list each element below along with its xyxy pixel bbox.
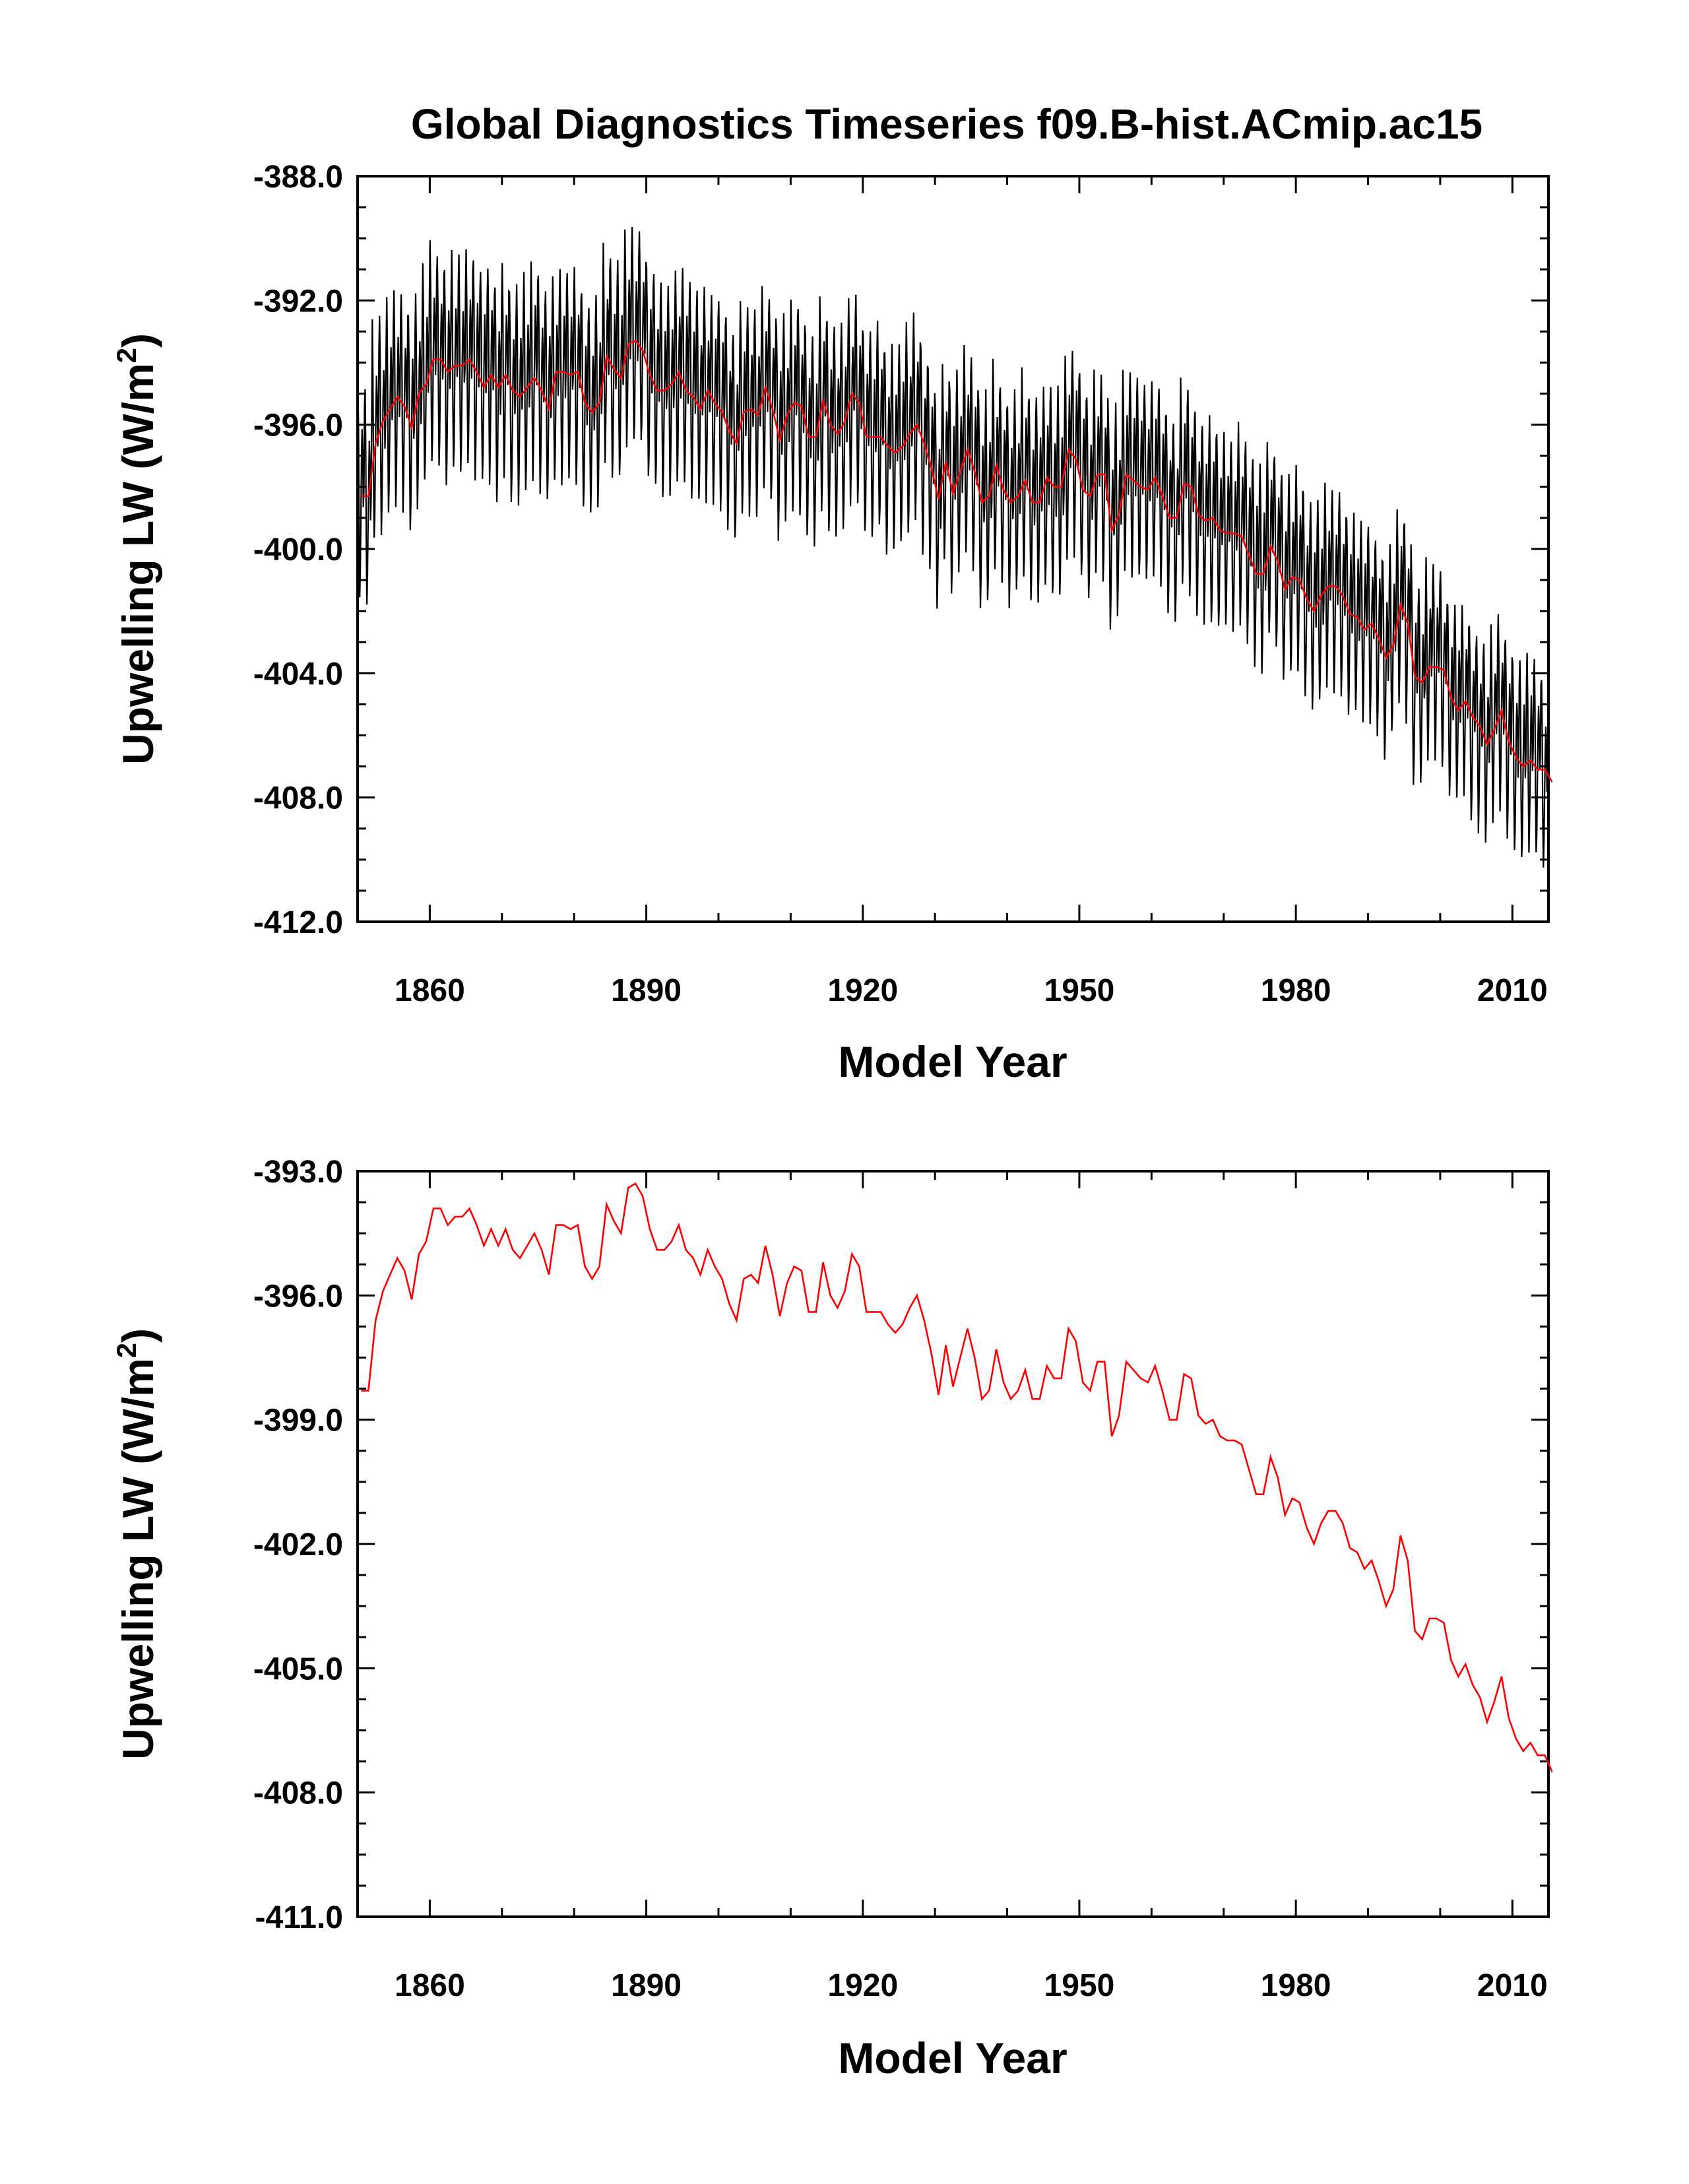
y-axis-label-bottom: Upwelling LW (W/m2)	[111, 1328, 162, 1760]
x-tick-label: 1950	[1044, 973, 1115, 1008]
chart-title: Global Diagnostics Timeseries f09.B-hist…	[411, 100, 1482, 148]
y-axis-label-top-close: )	[113, 333, 162, 348]
x-tick-label: 1920	[827, 1968, 898, 2003]
x-ticks-top: 1860 1890 1920 1950 1980 2010	[356, 176, 1548, 1008]
y-tick-label: -402.0	[253, 1527, 343, 1562]
y-tick-label: -392.0	[253, 284, 343, 319]
x-tick-label: 1980	[1261, 1968, 1331, 2003]
x-tick-label: 1950	[1044, 1968, 1115, 2003]
y-tick-label: -396.0	[253, 1279, 343, 1314]
x-tick-label: 1860	[395, 973, 465, 1008]
x-tick-label: 2010	[1477, 1968, 1548, 2003]
y-tick-label: -405.0	[253, 1652, 343, 1686]
y-tick-label: -400.0	[253, 532, 343, 567]
y-tick-label: -411.0	[255, 1900, 343, 1935]
y-axis-label-bottom-close: )	[113, 1328, 162, 1343]
y-tick-label: -396.0	[253, 408, 343, 443]
y-axis-label-top-sup: 2	[111, 348, 142, 363]
y-axis-label-bottom-sup: 2	[111, 1343, 142, 1358]
y-ticks-top: -388.0 -392.0 -396.0 -400.0 -404.0 -408.0 -412…	[253, 160, 1548, 940]
monthly-series-line	[357, 226, 1549, 868]
x-ticks-bottom: 1860 1890 1920 1950 1980 2010	[356, 1171, 1548, 2003]
x-tick-label: 1980	[1261, 973, 1331, 1008]
annual-mean-line-top	[361, 339, 1553, 783]
y-axis-label-top-base: Upwelling LW (W/m	[113, 363, 162, 765]
y-tick-label: -393.0	[253, 1155, 343, 1190]
x-tick-label: 1920	[827, 973, 898, 1008]
y-axis-label-top: Upwelling LW (W/m2)	[111, 333, 162, 765]
y-axis-label-bottom-base: Upwelling LW (W/m	[113, 1358, 162, 1760]
annual-mean-line-bottom	[361, 1182, 1553, 1772]
x-tick-label: 1890	[611, 1968, 682, 2003]
panel-top: -388.0 -392.0 -396.0 -400.0 -404.0 -408.0 -412…	[111, 160, 1553, 1086]
y-tick-label: -388.0	[253, 160, 343, 195]
y-ticks-bottom: -393.0 -396.0 -399.0 -402.0 -405.0 -408.0 -411…	[253, 1155, 1548, 1935]
x-tick-label: 1860	[395, 1968, 465, 2003]
y-tick-label: -399.0	[253, 1403, 343, 1438]
plot-frame-top	[356, 175, 1550, 923]
y-tick-label: -404.0	[253, 657, 343, 691]
x-tick-label: 2010	[1477, 973, 1548, 1008]
y-tick-label: -408.0	[253, 1776, 343, 1811]
plot-frame-bottom	[356, 1170, 1550, 1918]
panel-bottom: -393.0 -396.0 -399.0 -402.0 -405.0 -408.0 -411…	[111, 1155, 1553, 2082]
x-axis-label-bottom: Model Year	[838, 2034, 1067, 2082]
y-tick-label: -408.0	[253, 781, 343, 816]
y-tick-label: -412.0	[253, 905, 343, 940]
x-tick-label: 1890	[611, 973, 682, 1008]
x-axis-label-top: Model Year	[838, 1037, 1067, 1086]
